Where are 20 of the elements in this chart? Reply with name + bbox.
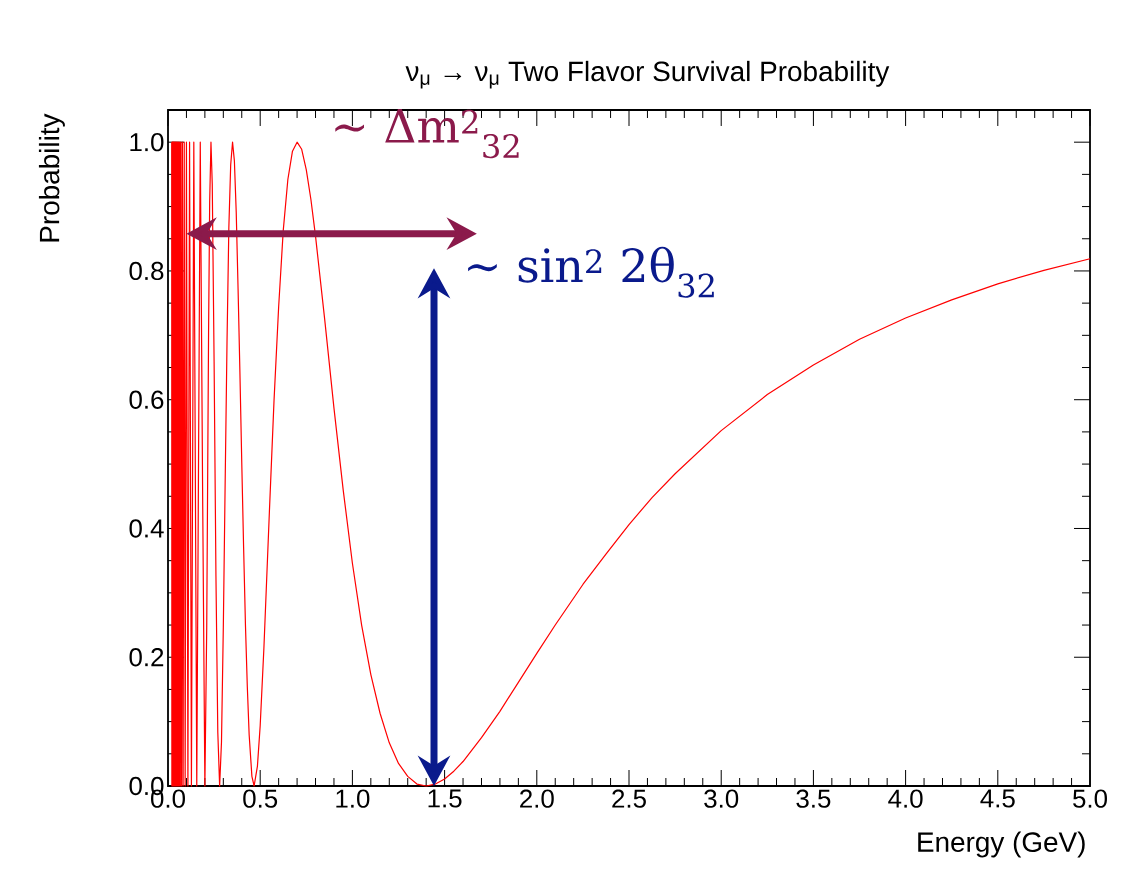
y-tick-label: 0.6 — [129, 390, 164, 409]
x-tick-label: 2.5 — [612, 789, 646, 808]
y-tick-label: 0.8 — [129, 261, 164, 281]
x-tick-label: 2.0 — [520, 789, 554, 808]
x-axis-title: Energy (GeV) — [918, 831, 1085, 858]
annotation: ∼ Δm$^{2}$32 — [335, 109, 519, 159]
x-tick-label: 0.5 — [243, 789, 278, 808]
y-axis-title: Probability — [38, 113, 65, 242]
chart-title: ν$_{μ}$ → ν$_{μ}$ Two Flavor Survival Probability — [405, 60, 890, 89]
x-tick-label: 3.5 — [796, 789, 831, 808]
x-tick-label: 1.0 — [336, 789, 370, 808]
y-tick-label: 0.4 — [129, 519, 164, 538]
x-tick-label: 4.0 — [888, 789, 923, 808]
x-tick-label: 1.5 — [428, 789, 462, 808]
x-tick-label: 3.0 — [704, 789, 739, 808]
annotation: ∼ sin$^{2}$ 2θ$_{32}$ — [468, 246, 714, 298]
x-tick-label: 4.5 — [980, 789, 1015, 808]
y-tick-label: 0.2 — [129, 648, 164, 667]
x-tick-label: 5.0 — [1073, 789, 1107, 808]
y-tick-label: 1.0 — [130, 133, 164, 152]
